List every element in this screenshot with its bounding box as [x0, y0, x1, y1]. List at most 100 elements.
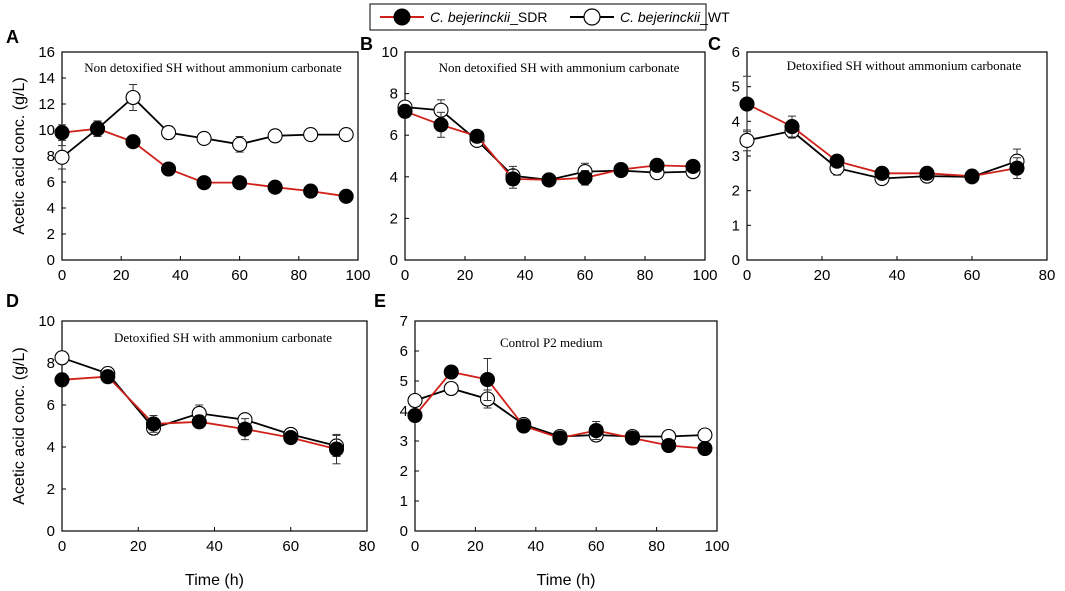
y-tick-label: 4: [732, 113, 740, 130]
sdr-data-point: [161, 161, 177, 177]
sdr-data-point: [964, 168, 980, 184]
wt-data-point: [267, 128, 283, 144]
wt-data-point: [125, 89, 141, 106]
legend-sdr-label: C. bejerinckii_SDR: [430, 9, 548, 25]
sdr-data-point: [338, 188, 354, 204]
sdr-data-point: [919, 165, 935, 181]
y-tick-label: 4: [47, 439, 55, 456]
wt-data-point: [443, 380, 459, 397]
panel-d: D Detoxified SH with ammonium carbonate 0 2…: [6, 291, 375, 589]
panel-title: Non detoxified SH with ammonium carbonat…: [439, 60, 680, 75]
x-tick-label: 0: [411, 538, 419, 555]
y-tick-label: 0: [390, 252, 398, 269]
sdr-series-line: [746, 103, 1018, 178]
sdr-data-point: [505, 171, 521, 187]
sdr-data-point: [739, 96, 755, 112]
panel-b: B Non detoxified SH with ammonium carbona…: [360, 34, 718, 284]
sdr-data-point: [125, 134, 141, 150]
y-tick-label: 16: [38, 44, 55, 61]
sdr-data-point: [661, 437, 677, 454]
x-tick-label: 60: [577, 267, 594, 284]
plot-frame: [404, 51, 706, 261]
sdr-data-point: [443, 364, 459, 380]
plot-frame: [61, 51, 359, 261]
y-axis-label: Acetic acid conc. (g/L): [11, 77, 28, 234]
y-tick-label: 6: [400, 343, 408, 360]
sdr-data-point: [588, 422, 604, 439]
x-tick-label: 60: [282, 538, 299, 555]
x-tick-label: 0: [743, 267, 751, 284]
wt-data-point: [407, 392, 423, 409]
y-tick-label: 3: [400, 433, 408, 450]
legend-frame: [369, 3, 707, 31]
sdr-data-point: [577, 170, 593, 186]
y-tick-label: 6: [47, 397, 55, 414]
panel-letter: D: [6, 291, 19, 311]
sdr-data-point: [874, 165, 890, 181]
sdr-data-point: [624, 430, 640, 446]
sdr-data-point: [191, 414, 207, 430]
wt-data-point: [161, 125, 177, 141]
y-tick-label: 6: [47, 174, 55, 191]
legend-wt-label: C. bejerinckii_WT: [620, 9, 730, 25]
y-tick-label: 4: [400, 403, 408, 420]
wt-data-point: [54, 350, 70, 366]
sdr-data-point: [54, 125, 70, 141]
sdr-data-point: [784, 118, 800, 135]
sdr-data-point: [685, 158, 701, 174]
plot-frame: [61, 320, 368, 532]
panel-title: Detoxified SH without ammonium carbonate: [787, 58, 1022, 73]
y-tick-label: 4: [390, 169, 398, 186]
panel-a: A Non detoxified SH without ammonium carb…: [6, 27, 371, 284]
y-tick-label: 6: [390, 127, 398, 144]
sdr-data-point: [613, 161, 629, 178]
y-tick-label: 1: [400, 493, 408, 510]
sdr-data-point: [196, 175, 212, 191]
sdr-data-point: [237, 421, 253, 437]
y-tick-label: 0: [400, 523, 408, 540]
y-tick-label: 5: [400, 373, 408, 390]
panel-letter: A: [6, 27, 19, 47]
x-tick-label: 0: [58, 538, 66, 555]
y-tick-label: 10: [38, 122, 55, 139]
sdr-data-point: [552, 430, 568, 446]
sdr-data-point: [303, 183, 319, 199]
sdr-data-point: [1009, 160, 1025, 176]
y-tick-label: 10: [381, 44, 398, 61]
x-tick-label: 40: [206, 538, 223, 555]
sdr-data-point: [541, 172, 557, 188]
y-tick-label: 2: [732, 183, 740, 200]
plot-frame: [414, 320, 718, 532]
sdr-data-point: [54, 372, 70, 388]
x-tick-label: 100: [692, 267, 717, 284]
x-tick-label: 60: [964, 267, 981, 284]
legend-sdr-strain: _SDR: [509, 9, 547, 25]
y-tick-label: 6: [732, 44, 740, 61]
legend-sdr-marker: [393, 8, 411, 26]
legend-wt-species: C. bejerinckii: [620, 9, 701, 25]
wt-data-point: [232, 136, 248, 152]
sdr-data-point: [145, 416, 162, 432]
wt-data-point: [338, 127, 354, 143]
legend: C. bejerinckii_SDR C. bejerinckii_WT: [369, 3, 730, 31]
x-tick-label: 40: [517, 267, 534, 284]
x-tick-label: 20: [467, 538, 484, 555]
panel-letter: C: [708, 34, 721, 54]
sdr-data-point: [232, 175, 248, 191]
x-tick-label: 100: [704, 538, 729, 555]
wt-data-point: [303, 127, 319, 143]
x-tick-label: 80: [648, 538, 665, 555]
sdr-data-point: [479, 371, 496, 388]
y-tick-label: 2: [390, 210, 398, 227]
panel-title: Non detoxified SH without ammonium carbo…: [84, 60, 342, 75]
x-tick-label: 40: [889, 267, 906, 284]
y-axis-label: Acetic acid conc. (g/L): [11, 347, 28, 504]
y-tick-label: 1: [732, 217, 740, 234]
x-tick-label: 0: [401, 267, 409, 284]
sdr-data-point: [433, 117, 449, 133]
sdr-data-point: [516, 418, 532, 434]
legend-wt-marker: [583, 8, 601, 26]
y-tick-label: 2: [47, 226, 55, 243]
sdr-data-point: [267, 179, 283, 195]
